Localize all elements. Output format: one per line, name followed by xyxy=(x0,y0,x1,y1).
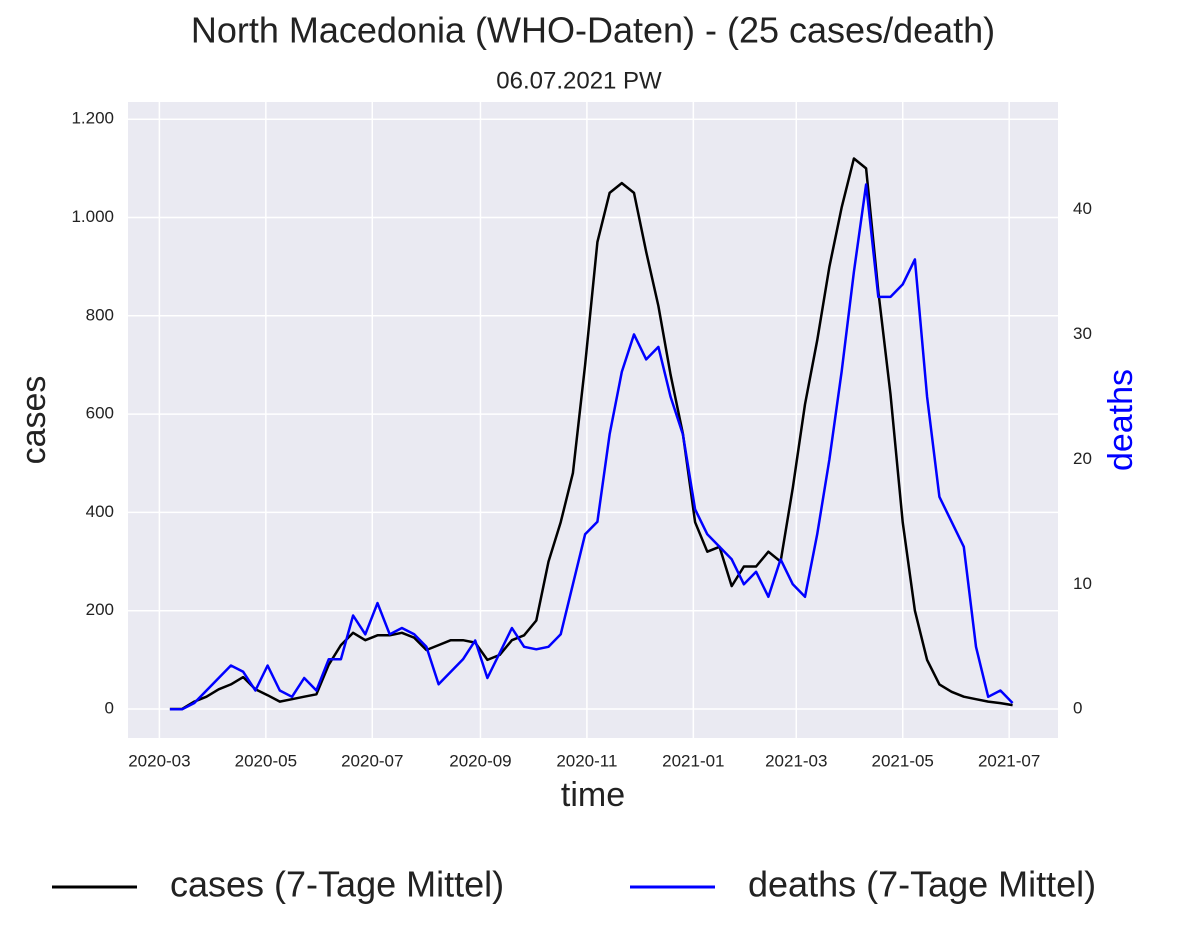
y2-tick-label: 0 xyxy=(1073,699,1082,718)
y2-tick-label: 40 xyxy=(1073,199,1092,218)
chart-subtitle: 06.07.2021 PW xyxy=(496,67,662,94)
y-tick-label: 1.200 xyxy=(71,109,114,128)
y-tick-label: 200 xyxy=(86,600,114,619)
y-tick-label: 400 xyxy=(86,502,114,521)
x-tick-label: 2021-07 xyxy=(978,751,1040,770)
y-axis-label: cases xyxy=(15,376,53,465)
plot-area xyxy=(128,102,1058,738)
y2-tick-label: 30 xyxy=(1073,324,1092,343)
y2-tick-label: 20 xyxy=(1073,449,1092,468)
legend: cases (7-Tage Mittel) deaths (7-Tage Mitt… xyxy=(52,864,1096,905)
x-tick-label: 2020-09 xyxy=(449,751,511,770)
x-tick-label: 2021-03 xyxy=(765,751,827,770)
x-tick-label: 2021-01 xyxy=(662,751,724,770)
y-tick-label: 1.000 xyxy=(71,207,114,226)
x-tick-label: 2020-07 xyxy=(341,751,403,770)
y2-tick-label: 10 xyxy=(1073,574,1092,593)
x-tick-label: 2020-03 xyxy=(128,751,190,770)
chart-title: North Macedonia (WHO-Daten) - (25 cases/… xyxy=(191,10,995,51)
legend-label: deaths (7-Tage Mittel) xyxy=(748,864,1096,905)
grid xyxy=(128,102,1058,738)
legend-label: cases (7-Tage Mittel) xyxy=(170,864,504,905)
y2-axis-label: deaths xyxy=(1102,369,1140,471)
y-tick-label: 600 xyxy=(86,404,114,423)
y-tick-label: 800 xyxy=(86,305,114,324)
x-tick-label: 2020-05 xyxy=(235,751,297,770)
x-tick-label: 2021-05 xyxy=(872,751,934,770)
y-tick-label: 0 xyxy=(105,698,114,717)
x-axis-label: time xyxy=(561,776,625,814)
series-line xyxy=(169,183,1014,711)
x-tick-label: 2020-11 xyxy=(556,751,617,770)
marks xyxy=(169,157,1014,711)
